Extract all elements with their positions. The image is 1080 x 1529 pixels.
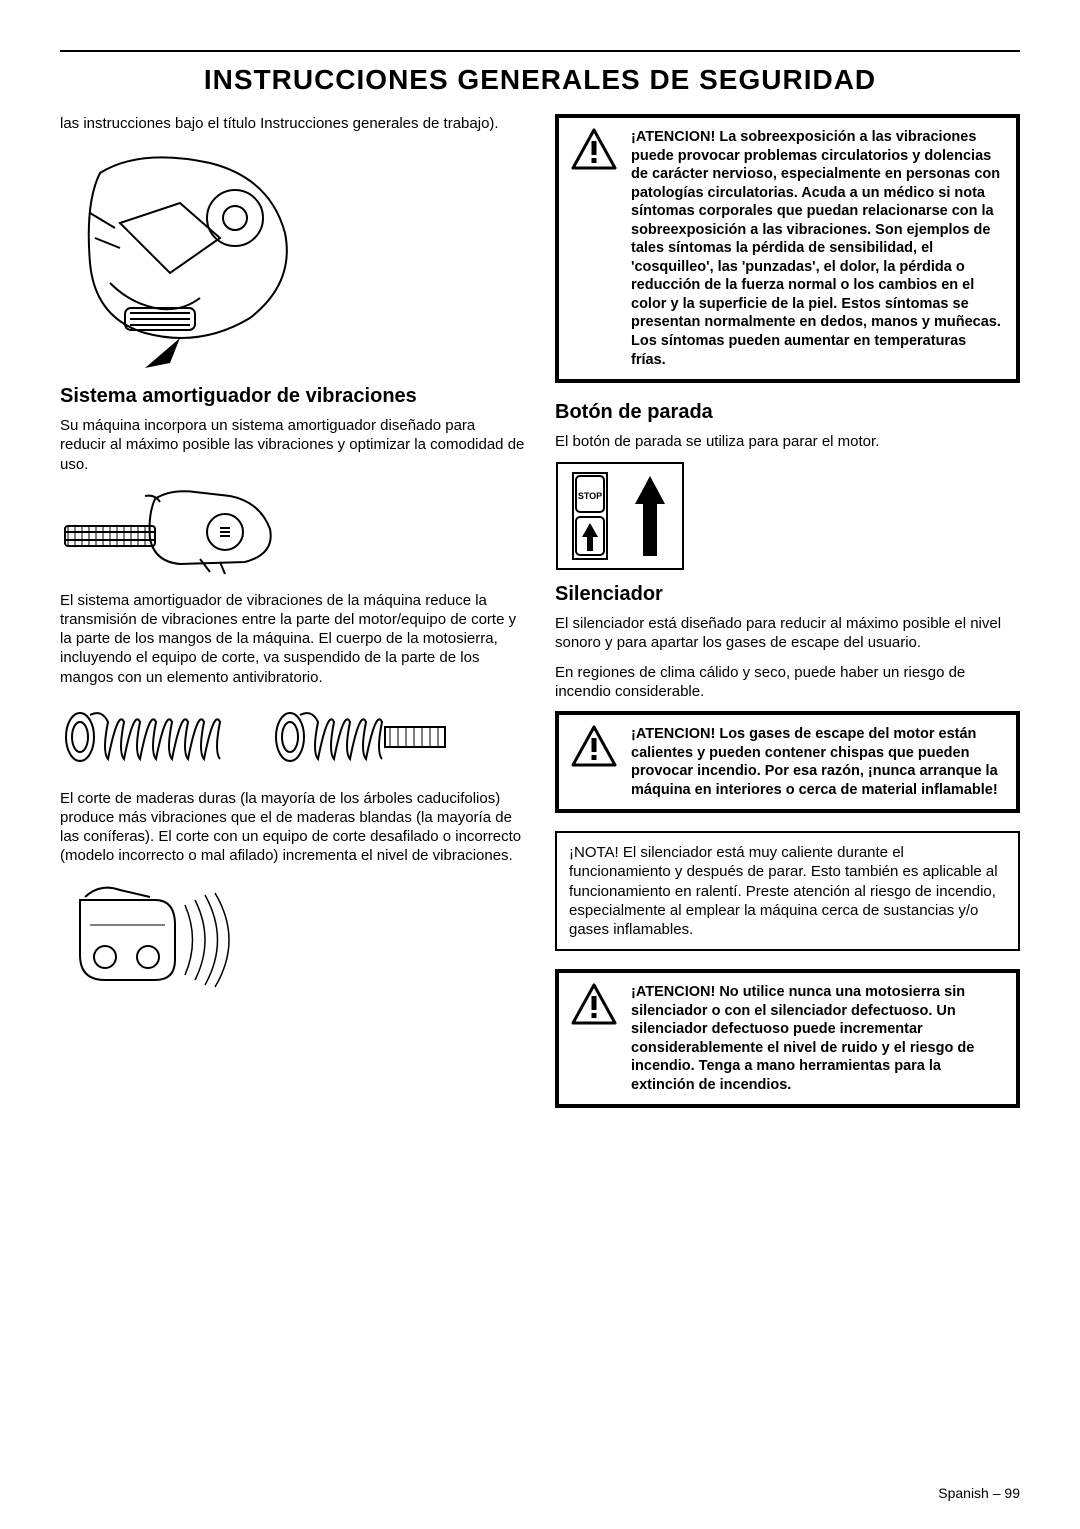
note-silenciador-hot: ¡NOTA! El silenciador está muy caliente … [555,831,1020,951]
heading-stop-button: Botón de parada [555,401,1020,424]
left-column: las instrucciones bajo el título Instruc… [60,114,525,1126]
warning-icon [571,983,617,1094]
stop-p: El botón de parada se utiliza para parar… [555,432,1020,451]
warning-vibration-exposure: ¡ATENCION! La sobreexposición a las vibr… [555,114,1020,383]
figure-chainsaw-side [60,484,525,579]
page-title: INSTRUCCIONES GENERALES DE SEGURIDAD [60,64,1020,96]
intro-text: las instrucciones bajo el título Instruc… [60,114,525,133]
figure-springs [60,697,525,777]
vibration-p3: El corte de maderas duras (la mayoría de… [60,789,525,866]
heading-silenciador: Silenciador [555,583,1020,606]
footer-page-number: 99 [1004,1485,1020,1501]
warning-icon [571,725,617,799]
warning-text: ¡ATENCION! Los gases de escape del motor… [631,725,1004,799]
vibration-p1: Su máquina incorpora un sistema amortigu… [60,416,525,474]
right-column: ¡ATENCION! La sobreexposición a las vibr… [555,114,1020,1126]
silenciador-p2: En regiones de clima cálido y seco, pued… [555,663,1020,701]
figure-chainsaw-lock [60,143,525,373]
warning-no-silenciador: ¡ATENCION! No utilice nunca una motosier… [555,969,1020,1108]
footer-separator: – [989,1485,1005,1501]
figure-chain-link-vibration [60,875,525,1005]
figure-stop-button: STOP [555,461,1020,571]
page-footer: Spanish – 99 [938,1485,1020,1501]
stop-label: STOP [578,491,602,501]
warning-text: ¡ATENCION! No utilice nunca una motosier… [631,983,1004,1094]
vibration-p2: El sistema amortiguador de vibraciones d… [60,591,525,687]
warning-icon [571,128,617,369]
footer-language: Spanish [938,1485,989,1501]
heading-vibration-system: Sistema amortiguador de vibraciones [60,385,525,408]
silenciador-p1: El silenciador está diseñado para reduci… [555,614,1020,652]
warning-text: ¡ATENCION! La sobreexposición a las vibr… [631,128,1004,369]
warning-exhaust-gases: ¡ATENCION! Los gases de escape del motor… [555,711,1020,813]
